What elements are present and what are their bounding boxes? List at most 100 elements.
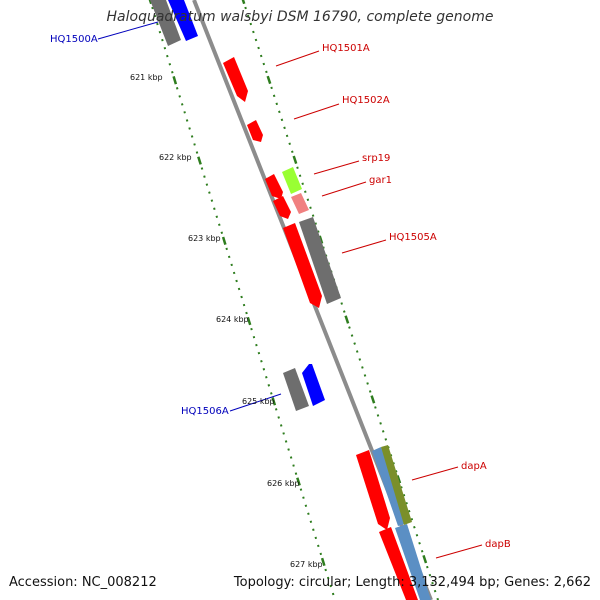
major-tick — [320, 557, 326, 567]
gene-hq1500a-blue[interactable] — [168, 0, 198, 41]
minor-tick — [180, 103, 184, 106]
minor-tick — [265, 375, 268, 379]
minor-tick — [302, 496, 305, 499]
gene-label-hq1502a[interactable]: HQ1502A — [342, 95, 390, 106]
gene-hq1505a-gray[interactable] — [299, 217, 341, 304]
gene-hq1506a-blue[interactable] — [302, 364, 325, 406]
gene-small-red-b[interactable] — [273, 196, 291, 219]
gene-label-dapa[interactable]: dapA — [461, 461, 487, 472]
minor-tick — [413, 525, 416, 529]
tick-label: 624 kbp — [216, 315, 249, 324]
minor-tick — [285, 134, 289, 138]
accession-text: Accession: NC_008212 — [9, 575, 157, 590]
major-tick — [197, 156, 202, 165]
major-tick — [221, 236, 227, 245]
minor-tick — [280, 118, 284, 122]
minor-tick — [415, 533, 419, 537]
gene-label-gar1[interactable]: gar1 — [369, 175, 392, 186]
gene-dapb-red[interactable] — [379, 527, 418, 600]
major-tick — [241, 0, 246, 5]
genome-summary-text: Topology: circular; Length: 3,132,494 bp… — [233, 575, 591, 590]
minor-tick — [311, 214, 315, 217]
minor-tick — [267, 384, 271, 387]
minor-tick — [185, 119, 189, 122]
minor-tick — [324, 568, 327, 572]
minor-tick — [278, 110, 281, 114]
major-tick — [271, 397, 277, 406]
right-tick-rail — [241, 0, 439, 600]
minor-tick — [400, 486, 403, 489]
minor-tick — [200, 167, 204, 170]
minor-tick — [183, 111, 186, 114]
gene-srp19[interactable] — [282, 167, 302, 194]
minor-tick — [381, 430, 385, 433]
minor-tick — [282, 432, 285, 435]
major-tick — [292, 155, 298, 164]
minor-tick — [163, 46, 167, 50]
minor-tick — [227, 255, 231, 259]
gene-hq1501a[interactable] — [223, 57, 248, 102]
major-tick — [344, 315, 350, 324]
major-tick — [172, 76, 178, 85]
minor-tick — [361, 366, 364, 369]
minor-tick — [262, 368, 266, 371]
gene-label-hq1505a[interactable]: HQ1505A — [389, 232, 437, 243]
minor-tick — [304, 504, 308, 508]
major-tick — [396, 475, 402, 484]
gene-label-srp19[interactable]: srp19 — [362, 153, 390, 164]
gene-hq1505a-red[interactable] — [283, 223, 322, 308]
minor-tick — [363, 374, 367, 377]
minor-tick — [307, 512, 310, 516]
minor-tick — [350, 334, 354, 337]
minor-tick — [230, 263, 233, 267]
tick-label: 627 kbp — [290, 560, 323, 569]
minor-tick — [284, 440, 288, 443]
gene-hq1506a-gray[interactable] — [283, 368, 309, 411]
minor-tick — [270, 392, 273, 395]
minor-tick — [250, 327, 253, 331]
major-tick — [296, 477, 301, 486]
gene-labels: HQ1500A HQ1501A HQ1502A srp19 gar1 HQ150… — [50, 34, 511, 550]
major-tick — [148, 0, 153, 5]
tick-label: 626 kbp — [267, 479, 300, 488]
minor-tick — [317, 230, 320, 233]
gene-small-red-a[interactable] — [265, 174, 283, 199]
gene-dapa-red[interactable] — [356, 450, 390, 530]
minor-tick — [265, 70, 268, 74]
major-tick — [370, 395, 376, 404]
gene-dapb-steel[interactable] — [395, 524, 431, 600]
minor-tick — [374, 406, 377, 409]
minor-tick — [168, 62, 172, 66]
gene-hq1500a-gray[interactable] — [150, 0, 181, 46]
minor-tick — [433, 589, 437, 593]
minor-tick — [259, 54, 263, 58]
minor-tick — [287, 448, 290, 451]
minor-tick — [384, 438, 388, 441]
minor-tick — [275, 102, 279, 106]
minor-tick — [426, 565, 429, 569]
gene-label-hq1500a[interactable]: HQ1500A — [50, 34, 98, 45]
minor-tick — [158, 30, 162, 34]
minor-tick — [244, 6, 247, 10]
minor-tick — [420, 549, 424, 553]
minor-tick — [289, 456, 293, 459]
minor-tick — [355, 350, 359, 353]
minor-tick — [306, 198, 310, 202]
gene-hq1502a[interactable] — [247, 120, 263, 142]
gene-dapa-olive[interactable] — [381, 445, 412, 525]
gene-label-hq1506a[interactable]: HQ1506A — [181, 406, 229, 417]
minor-tick — [348, 326, 351, 329]
minor-tick — [237, 287, 241, 291]
gene-gar1[interactable] — [291, 193, 309, 214]
minor-tick — [283, 126, 286, 130]
minor-tick — [304, 190, 307, 194]
minor-tick — [156, 22, 159, 26]
minor-tick — [428, 573, 432, 577]
minor-tick — [240, 295, 243, 299]
minor-tick — [407, 509, 411, 513]
gene-label-hq1501a[interactable]: HQ1501A — [322, 43, 370, 54]
minor-tick — [246, 14, 250, 18]
minor-tick — [358, 358, 362, 361]
gene-label-dapb[interactable]: dapB — [485, 539, 511, 550]
